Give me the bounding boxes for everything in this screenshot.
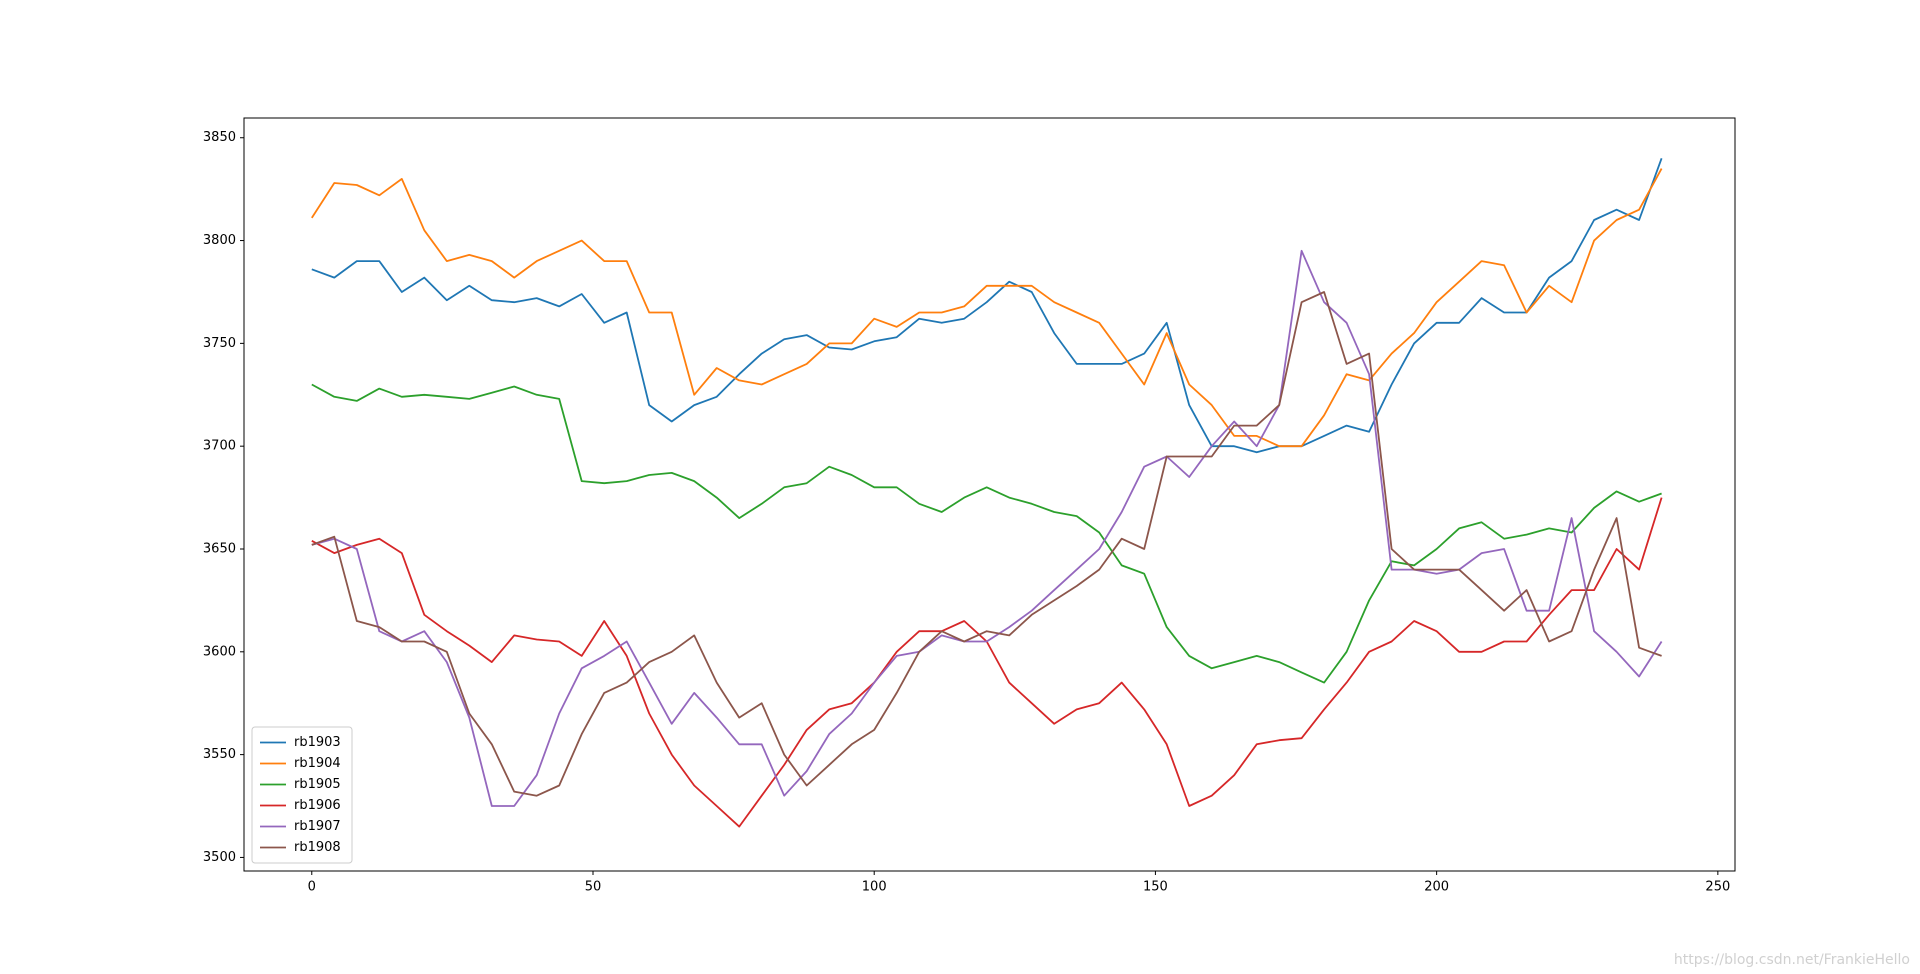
legend-label: rb1906 bbox=[294, 798, 341, 813]
line-series bbox=[311, 157, 1663, 454]
line-series bbox=[311, 249, 1663, 807]
x-tick-label: 50 bbox=[585, 880, 602, 895]
y-tick-label: 3850 bbox=[203, 130, 236, 145]
plot-frame bbox=[243, 117, 1736, 872]
legend-label: rb1905 bbox=[294, 777, 341, 792]
y-tick-label: 3800 bbox=[203, 233, 236, 248]
x-tick-label: 100 bbox=[862, 880, 887, 895]
legend-box bbox=[251, 726, 353, 864]
x-tick-label: 0 bbox=[308, 880, 316, 895]
line-series bbox=[311, 168, 1663, 448]
y-tick-label: 3500 bbox=[203, 850, 236, 865]
y-tick-label: 3600 bbox=[203, 644, 236, 659]
line-series bbox=[311, 383, 1662, 684]
watermark: https://blog.csdn.net/FrankieHello bbox=[1674, 952, 1910, 968]
y-tick-label: 3550 bbox=[203, 747, 236, 762]
legend-label: rb1903 bbox=[294, 735, 341, 750]
y-tick-label: 3650 bbox=[203, 541, 236, 556]
y-tick-label: 3750 bbox=[203, 336, 236, 351]
line-series bbox=[311, 497, 1663, 828]
x-tick-label: 250 bbox=[1705, 880, 1730, 895]
y-tick-label: 3700 bbox=[203, 439, 236, 454]
legend-label: rb1904 bbox=[294, 756, 341, 771]
x-tick-label: 150 bbox=[1143, 880, 1168, 895]
line-series bbox=[311, 291, 1662, 797]
legend-label: rb1908 bbox=[294, 840, 341, 855]
x-tick-label: 200 bbox=[1424, 880, 1449, 895]
legend-label: rb1907 bbox=[294, 819, 341, 834]
